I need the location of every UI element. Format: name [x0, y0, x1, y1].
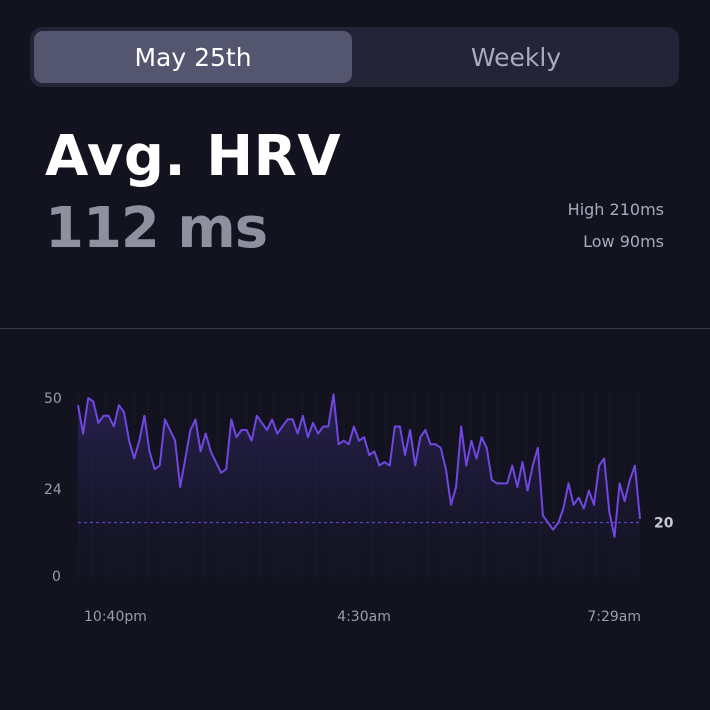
x-tick-label: 4:30am — [337, 609, 391, 625]
tab-day[interactable]: May 25th — [34, 31, 352, 83]
metric-title: Avg. HRV — [45, 124, 342, 189]
x-tick-label: 7:29am — [587, 609, 641, 625]
divider — [0, 328, 710, 329]
x-tick-label: 10:40pm — [84, 609, 147, 625]
high-value: High 210ms — [567, 200, 664, 219]
period-toggle: May 25th Weekly — [30, 27, 679, 87]
low-value: Low 90ms — [583, 232, 664, 251]
y-tick-label: 50 — [44, 391, 62, 407]
y-tick-label: 24 — [44, 482, 62, 498]
tab-weekly[interactable]: Weekly — [470, 42, 562, 72]
hrv-line — [77, 393, 641, 538]
hrv-chart: 50 24 0 20 10:40pm 4:30am 7:29am — [44, 391, 674, 625]
metric-value: 112 ms — [45, 196, 268, 261]
reference-line-label: 20 — [654, 516, 674, 532]
hrv-area — [78, 394, 640, 576]
y-tick-label: 0 — [52, 569, 61, 585]
